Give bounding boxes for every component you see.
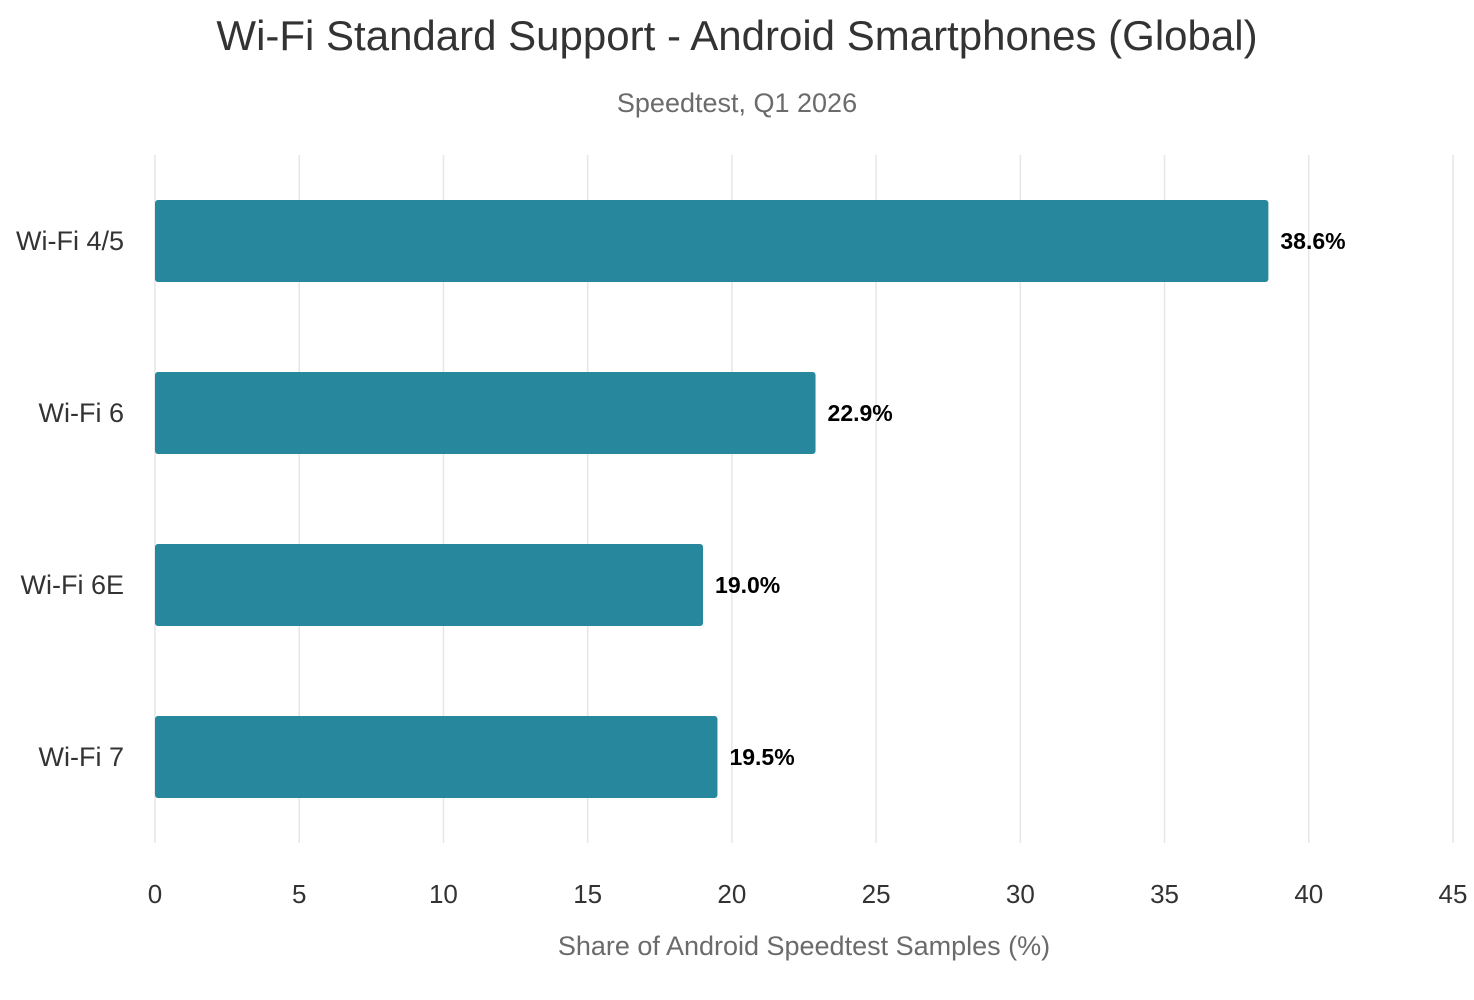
bar bbox=[155, 200, 1269, 282]
x-tick-labels: 0 5 10 15 20 25 30 35 40 45 bbox=[148, 879, 1468, 909]
x-axis-title: Share of Android Speedtest Samples (%) bbox=[558, 931, 1050, 961]
bar-value-label: 22.9% bbox=[828, 400, 893, 426]
x-tick-label: 35 bbox=[1150, 879, 1179, 909]
category-label: Wi-Fi 6E bbox=[21, 570, 125, 600]
bar-value-label: 19.5% bbox=[729, 744, 794, 770]
x-tick-label: 45 bbox=[1439, 879, 1468, 909]
category-label: Wi-Fi 7 bbox=[39, 742, 124, 772]
x-tick-label: 0 bbox=[148, 879, 162, 909]
x-tick-label: 15 bbox=[573, 879, 602, 909]
bar-value-label: 19.0% bbox=[715, 572, 780, 598]
bars bbox=[155, 200, 1269, 798]
x-tick-label: 5 bbox=[292, 879, 306, 909]
bar-value-label: 38.6% bbox=[1280, 228, 1345, 254]
x-tick-label: 30 bbox=[1006, 879, 1035, 909]
category-labels: Wi-Fi 4/5 Wi-Fi 6 Wi-Fi 6E Wi-Fi 7 bbox=[16, 226, 124, 772]
category-label: Wi-Fi 4/5 bbox=[16, 226, 124, 256]
bar bbox=[155, 372, 816, 454]
x-tick-label: 25 bbox=[862, 879, 891, 909]
chart-subtitle: Speedtest, Q1 2026 bbox=[616, 88, 858, 118]
x-tick-label: 20 bbox=[717, 879, 746, 909]
chart-title: Wi-Fi Standard Support - Android Smartph… bbox=[216, 12, 1258, 59]
bar bbox=[155, 544, 704, 626]
bar bbox=[155, 716, 718, 798]
x-tick-label: 40 bbox=[1294, 879, 1323, 909]
x-tick-label: 10 bbox=[429, 879, 458, 909]
value-labels: 38.6% 22.9% 19.0% 19.5% bbox=[715, 228, 1346, 770]
category-label: Wi-Fi 6 bbox=[39, 398, 124, 428]
